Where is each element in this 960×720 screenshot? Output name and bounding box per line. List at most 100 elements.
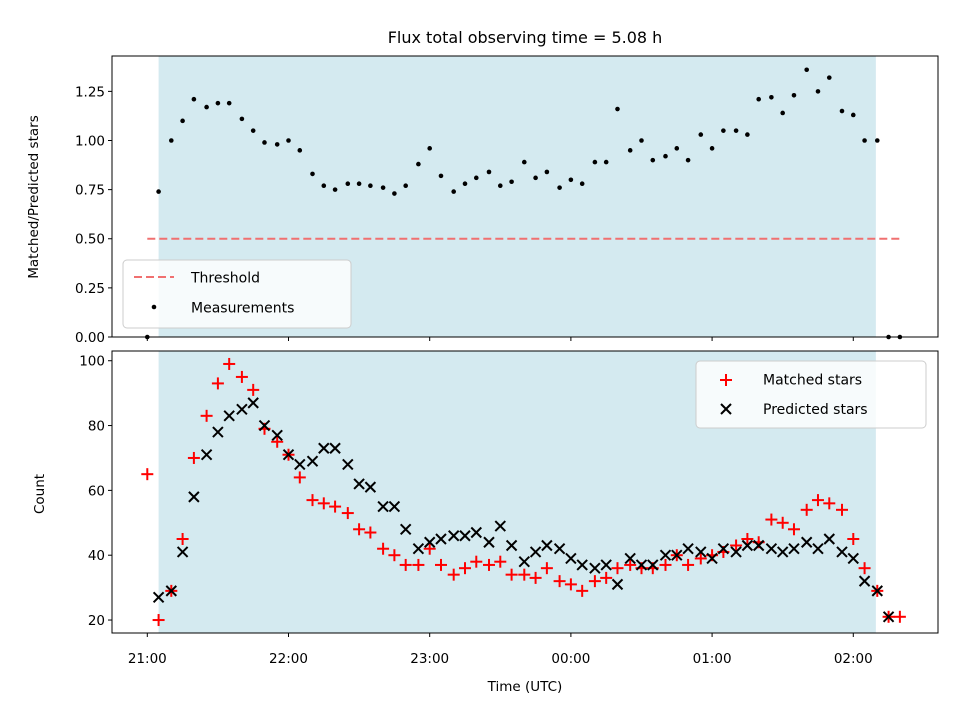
predicted-point bbox=[342, 458, 354, 471]
measurement-point bbox=[368, 183, 373, 188]
measurement-point bbox=[826, 75, 832, 80]
predicted-point bbox=[565, 552, 577, 565]
predicted-point bbox=[800, 536, 813, 548]
matched-point bbox=[682, 558, 695, 571]
x-tick-label: 02:00 bbox=[834, 651, 873, 667]
legend-matched-swatch bbox=[720, 374, 732, 386]
legend-matched-label: Matched stars bbox=[763, 373, 862, 389]
matched-point bbox=[152, 614, 165, 627]
matched-point bbox=[811, 494, 824, 507]
matched-point bbox=[858, 562, 871, 575]
measurement-point bbox=[156, 189, 161, 194]
matched-point bbox=[741, 533, 754, 545]
y-tick-label: 0.50 bbox=[75, 232, 105, 248]
predicted-point bbox=[812, 543, 824, 555]
matched-point bbox=[470, 555, 483, 568]
matched-point bbox=[776, 516, 789, 529]
matched-point bbox=[482, 558, 495, 571]
measurement-point bbox=[250, 128, 256, 133]
matched-point bbox=[564, 578, 577, 591]
measurement-point bbox=[380, 185, 386, 190]
measurement-point bbox=[579, 181, 585, 187]
matched-point bbox=[176, 533, 189, 545]
matched-point bbox=[600, 571, 613, 584]
matched-point bbox=[835, 503, 848, 516]
predicted-point bbox=[353, 478, 365, 490]
predicted-point bbox=[695, 546, 707, 558]
predicted-point bbox=[836, 546, 848, 558]
predicted-point bbox=[423, 536, 436, 548]
predicted-point bbox=[741, 539, 754, 552]
count-legend: Matched stars Predicted stars bbox=[695, 360, 927, 429]
predicted-point bbox=[871, 585, 883, 597]
y-tick-label: 0.00 bbox=[75, 330, 105, 346]
measurement-point bbox=[815, 89, 821, 94]
y-tick-label: 20 bbox=[88, 613, 105, 629]
measurement-point bbox=[603, 159, 609, 165]
y-tick-label: 1.00 bbox=[75, 133, 105, 149]
measurement-point bbox=[650, 157, 656, 163]
predicted-point bbox=[647, 559, 659, 571]
count-y-axis-label: Count bbox=[32, 474, 48, 514]
matched-point bbox=[377, 542, 390, 555]
measurement-point bbox=[239, 116, 245, 122]
matched-point bbox=[388, 549, 401, 562]
matched-point bbox=[611, 562, 624, 575]
predicted-point bbox=[399, 523, 412, 535]
measurement-point bbox=[791, 93, 797, 98]
measurement-point bbox=[310, 171, 315, 177]
matched-point bbox=[694, 552, 707, 565]
matched-point bbox=[341, 507, 354, 520]
measurement-point bbox=[427, 146, 432, 151]
measurement-point bbox=[721, 128, 726, 133]
predicted-point bbox=[682, 543, 694, 555]
predicted-point bbox=[752, 539, 765, 552]
predicted-point bbox=[294, 458, 306, 471]
predicted-point bbox=[611, 578, 624, 591]
matched-point bbox=[412, 558, 425, 571]
predicted-point bbox=[541, 539, 553, 552]
matched-point bbox=[730, 539, 743, 552]
measurement-point bbox=[191, 96, 197, 102]
predicted-point bbox=[730, 546, 742, 558]
measurement-point bbox=[180, 118, 185, 124]
predicted-point bbox=[659, 549, 672, 561]
matched-point bbox=[787, 523, 800, 536]
predicted-point bbox=[765, 543, 778, 555]
predicted-point bbox=[847, 552, 859, 565]
matched-point bbox=[353, 523, 366, 536]
predicted-point bbox=[435, 533, 447, 545]
x-axis-label: Time (UTC) bbox=[487, 679, 563, 695]
predicted-point bbox=[282, 449, 295, 461]
predicted-point bbox=[624, 552, 636, 565]
measurement-point bbox=[568, 177, 574, 183]
matched-point bbox=[505, 568, 518, 581]
x-tick-label: 21:00 bbox=[128, 651, 167, 667]
measurement-point bbox=[639, 138, 644, 143]
y-tick-label: 40 bbox=[88, 548, 105, 564]
matched-point bbox=[494, 555, 507, 568]
x-tick-label: 00:00 bbox=[551, 651, 590, 667]
measurement-point bbox=[685, 157, 691, 163]
count-y-axis: 20 40 60 80 100 bbox=[79, 354, 112, 629]
measurement-point bbox=[874, 138, 880, 143]
matched-point bbox=[553, 575, 566, 588]
measurement-point bbox=[462, 181, 468, 187]
matched-point bbox=[364, 526, 377, 539]
measurement-point bbox=[745, 132, 750, 137]
predicted-point bbox=[329, 442, 341, 454]
measurement-point bbox=[627, 148, 633, 153]
x-tick-label: 01:00 bbox=[693, 651, 732, 667]
matched-point bbox=[659, 558, 672, 571]
predicted-point bbox=[306, 455, 319, 467]
y-tick-label: 80 bbox=[88, 419, 105, 435]
measurement-point bbox=[544, 169, 550, 175]
predicted-point bbox=[671, 549, 683, 561]
predicted-point bbox=[258, 419, 271, 432]
matched-point bbox=[529, 571, 542, 584]
count-points bbox=[141, 357, 906, 627]
y-tick-label: 60 bbox=[88, 483, 105, 499]
matched-point bbox=[187, 451, 200, 464]
predicted-point bbox=[505, 539, 518, 552]
count-panel: 20 40 60 80 100 21:00 22:00 23:00 00:00 01:00 02:… bbox=[32, 350, 939, 695]
